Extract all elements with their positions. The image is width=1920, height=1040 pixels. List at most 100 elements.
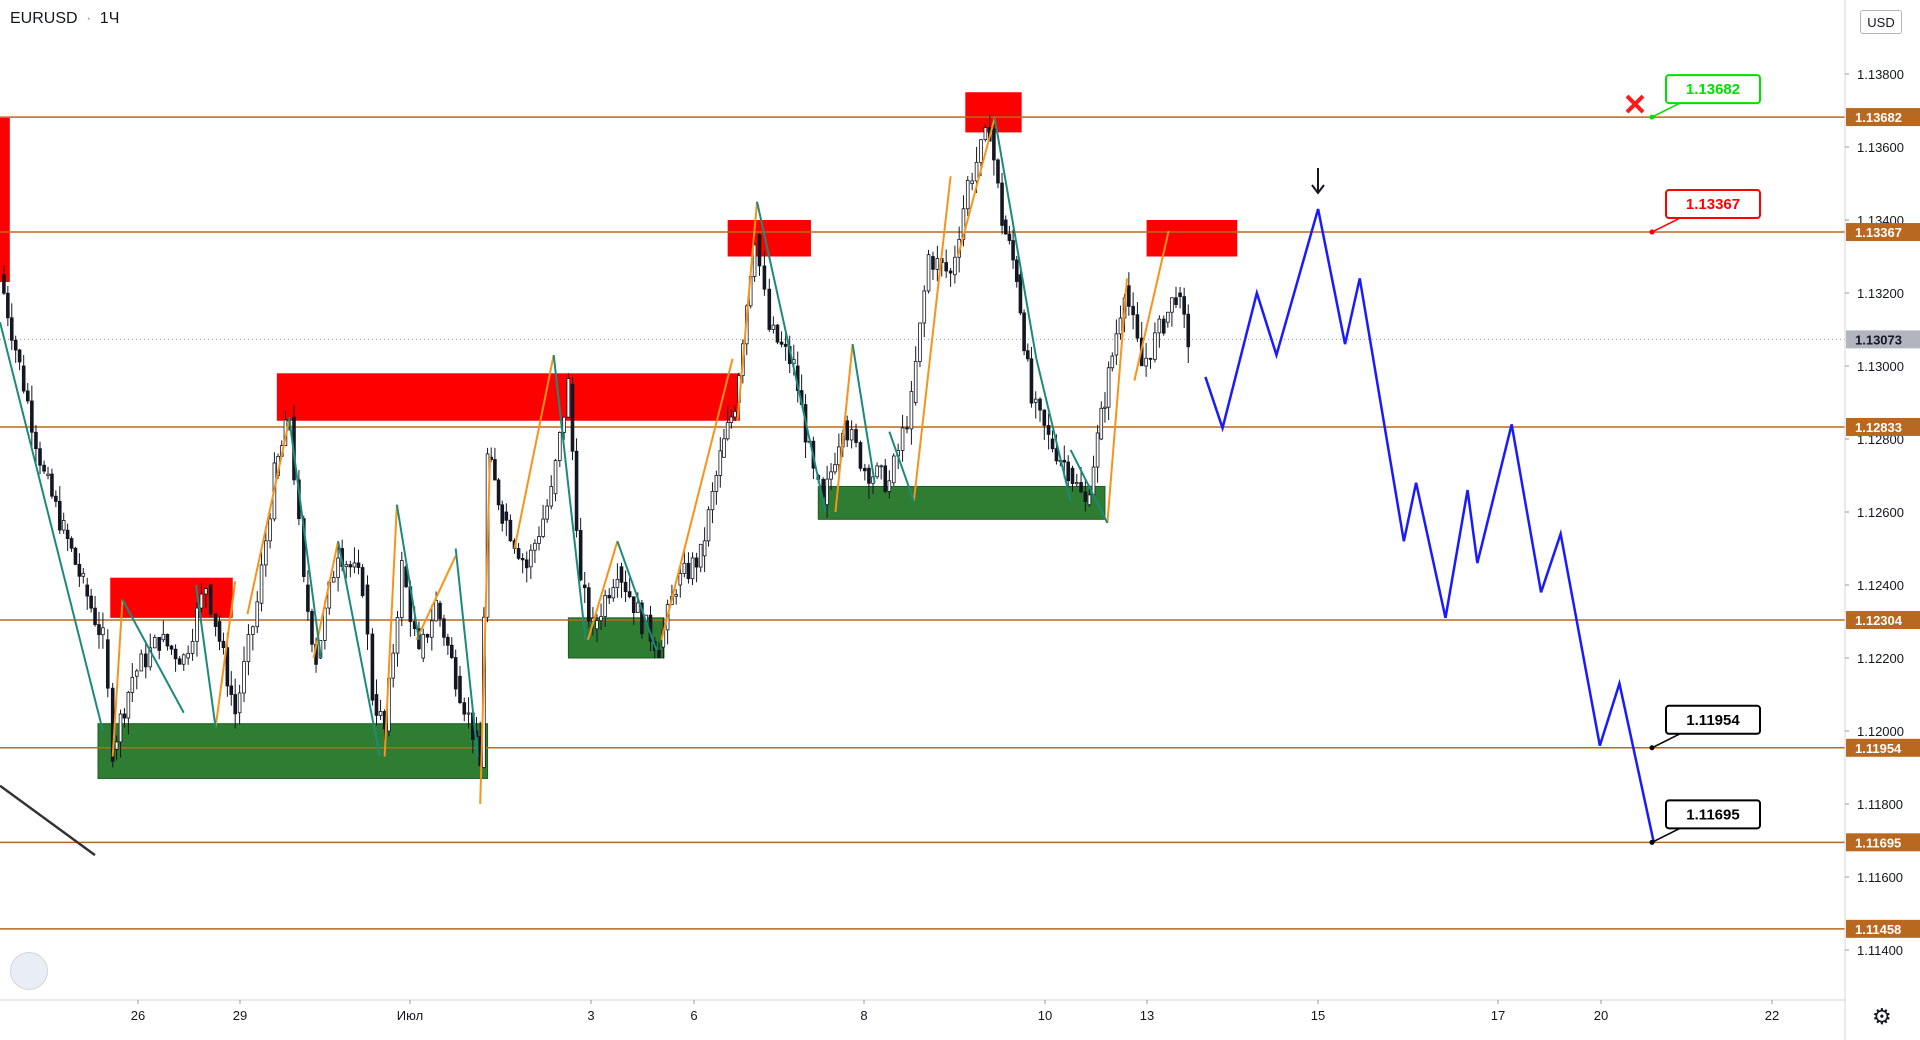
candle-body	[757, 234, 762, 267]
zigzag-down-line	[337, 541, 381, 757]
candle-body	[1046, 425, 1051, 435]
y-tick-label: 1.13000	[1857, 359, 1904, 374]
candle-body	[421, 633, 426, 659]
candle-body	[233, 694, 238, 715]
candle-body	[783, 343, 788, 347]
candle-body	[1042, 409, 1047, 426]
candle-body	[725, 422, 730, 440]
zigzag-down-line	[454, 548, 479, 757]
candle-body	[438, 602, 442, 620]
candle-body	[169, 645, 174, 650]
zigzag-down-line	[288, 416, 322, 659]
candle-body	[558, 432, 562, 461]
current-price-badge	[1846, 330, 1920, 349]
supply-zone	[727, 220, 811, 257]
level-price-label: 1.11954	[1855, 741, 1902, 756]
demand-zone	[817, 485, 1106, 520]
candle-body	[38, 448, 42, 466]
candle-body	[462, 702, 467, 715]
candle-body	[1074, 482, 1079, 485]
candle-body	[336, 557, 340, 578]
x-tick-label: 6	[690, 1008, 697, 1023]
candle-body	[529, 549, 533, 568]
candle-body	[992, 128, 996, 161]
candle-body	[225, 647, 230, 687]
candle-body	[1083, 491, 1088, 502]
candle-body	[1025, 350, 1030, 360]
x-tick-label: 13	[1140, 1008, 1154, 1023]
candle-body	[81, 572, 86, 577]
candle-body	[562, 416, 566, 433]
target-label: 1.11695	[1686, 806, 1739, 823]
candle-body	[541, 518, 545, 537]
zigzag-up-line	[513, 354, 555, 549]
candle-body	[1038, 398, 1042, 411]
y-tick-label: 1.12600	[1857, 505, 1904, 520]
candle-body	[391, 652, 396, 679]
y-tick-label: 1.11400	[1857, 943, 1903, 958]
candle-body	[268, 518, 272, 542]
candle-body	[574, 450, 579, 531]
candle-body	[152, 636, 157, 649]
forecast-path	[1204, 208, 1655, 843]
target-pointer	[1651, 733, 1681, 749]
currency-badge[interactable]: USD	[1860, 10, 1902, 34]
candle-body	[1186, 313, 1191, 348]
candle-body	[891, 455, 896, 484]
x-tick-label: 20	[1594, 1008, 1608, 1023]
zigzag-up-line	[415, 555, 457, 641]
zigzag-down-line	[121, 599, 185, 714]
current-price-label: 1.13073	[1855, 332, 1902, 347]
y-tick-label: 1.13800	[1857, 67, 1904, 82]
candle-body	[627, 591, 632, 598]
candle-body	[217, 621, 222, 642]
candle-body	[114, 741, 119, 750]
zigzag-down-line	[552, 354, 587, 640]
candle-body	[1127, 285, 1131, 307]
gear-icon[interactable]: ⚙	[1872, 1004, 1892, 1029]
level-price-label: 1.11695	[1855, 835, 1901, 850]
candle-body	[1033, 398, 1038, 403]
level-price-badge	[1846, 738, 1920, 757]
x-tick-label: 26	[131, 1008, 145, 1023]
candle-body	[698, 543, 703, 568]
candle-body	[130, 676, 135, 693]
candle-body	[496, 479, 501, 506]
candle-body	[370, 633, 375, 701]
candle-body	[186, 652, 190, 659]
candle-body	[2, 274, 6, 294]
candle-body	[493, 459, 497, 481]
candle-body	[306, 584, 310, 612]
y-tick-label: 1.13600	[1857, 140, 1904, 155]
candle-body	[453, 657, 458, 690]
candle-body	[879, 465, 883, 468]
candle-body	[762, 265, 767, 290]
supply-zone	[1146, 220, 1238, 257]
candle-body	[549, 486, 554, 507]
candle-body	[702, 540, 707, 557]
tradingview-logo-icon[interactable]	[10, 952, 48, 990]
candle-body	[301, 518, 306, 577]
candle-body	[849, 429, 854, 441]
level-price-badge	[1846, 223, 1920, 242]
candle-body	[143, 653, 148, 668]
interval-label[interactable]: 1Ч	[99, 10, 120, 27]
candle-body	[905, 427, 909, 430]
candle-body	[779, 341, 784, 345]
candle-body	[825, 478, 829, 506]
symbol-title[interactable]: EURUSD · 1Ч	[10, 10, 119, 28]
candle-body	[1153, 332, 1157, 360]
candle-body	[466, 712, 471, 715]
candle-body	[578, 530, 583, 581]
x-tick-label: Июл	[397, 1008, 423, 1023]
target-pointer	[1651, 102, 1681, 118]
candle-body	[203, 588, 208, 595]
candle-body	[611, 587, 616, 599]
level-price-badge	[1846, 611, 1920, 630]
candle-body	[867, 467, 871, 484]
candle-body	[17, 349, 22, 363]
cancel-x-icon-stroke	[1625, 94, 1645, 114]
y-tick-label: 1.11600	[1857, 870, 1903, 885]
candle-body	[1070, 467, 1075, 485]
